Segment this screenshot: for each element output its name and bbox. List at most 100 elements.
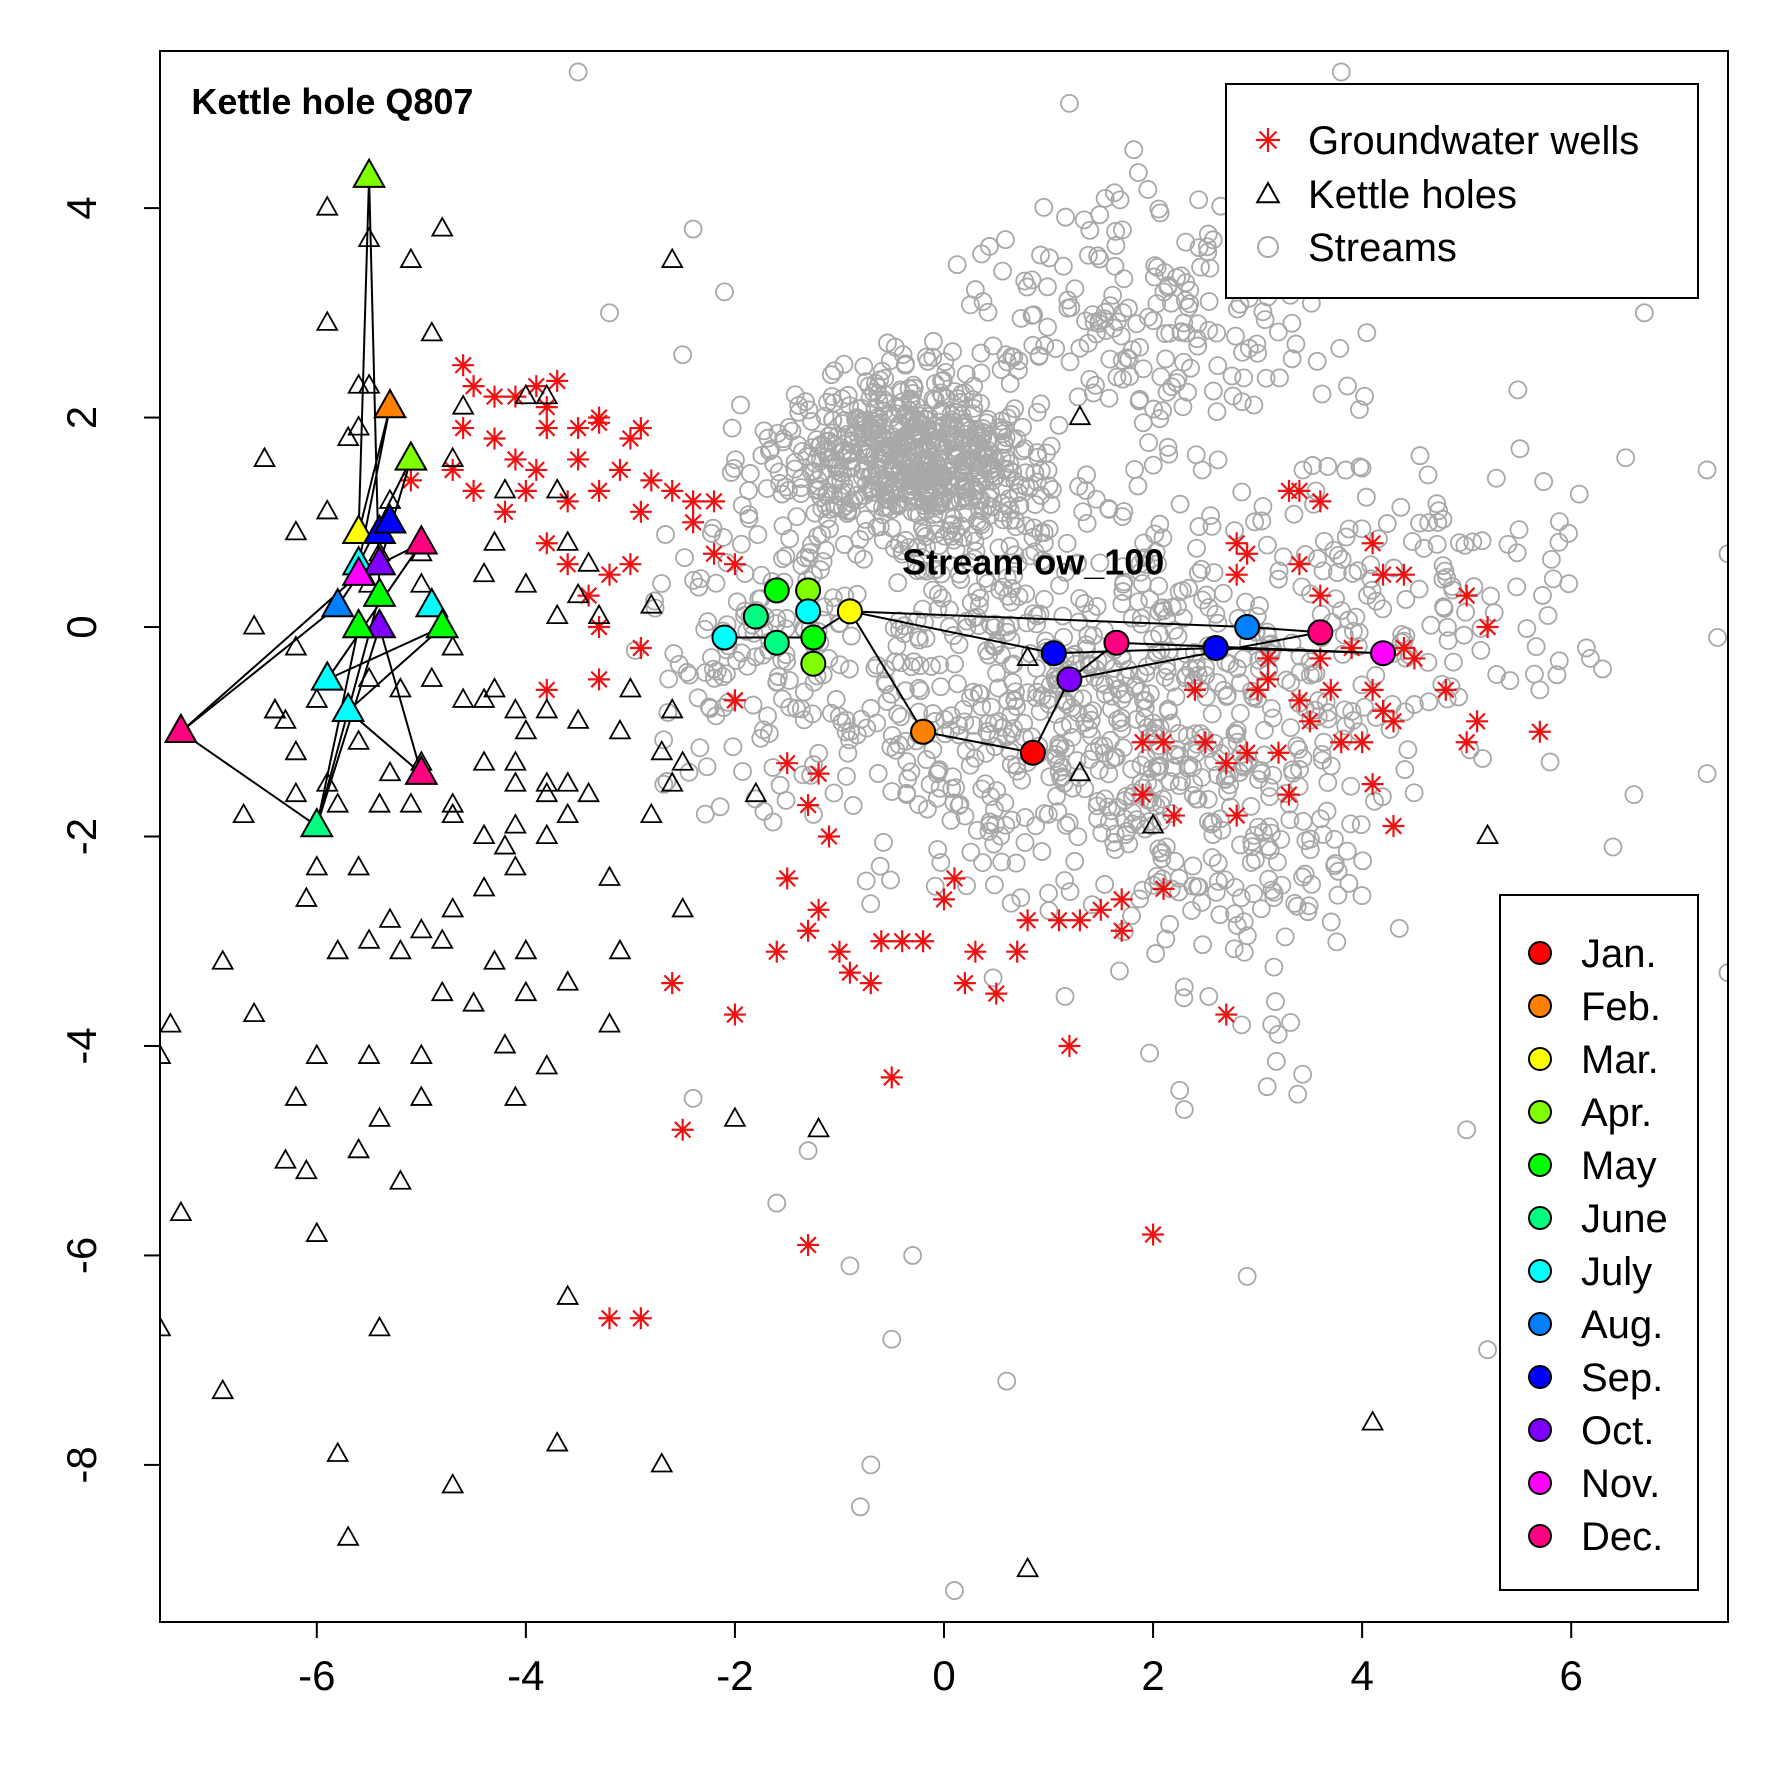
stream-point [892, 544, 912, 564]
stream-ow-100-point [1234, 614, 1261, 641]
stream-point [1122, 340, 1142, 360]
y-tick-label: 0 [58, 615, 105, 638]
stream-point [901, 762, 921, 782]
stream-point [1056, 207, 1075, 227]
stream-point [1160, 772, 1180, 791]
stream-point [1242, 837, 1262, 857]
stream-point [1173, 397, 1193, 417]
stream-point [673, 345, 693, 365]
kettle-hole-point [577, 781, 601, 803]
groundwater-well-point [1110, 919, 1133, 942]
stream-point [840, 659, 859, 679]
stream-point [876, 659, 895, 679]
stream-point [1074, 210, 1094, 230]
stream-point [1285, 893, 1305, 913]
kettle-hole-point [650, 739, 674, 761]
groundwater-well-point [535, 417, 558, 440]
stream-point [909, 678, 929, 698]
stream-point [1199, 987, 1219, 1006]
stream-point [888, 493, 907, 513]
stream-point [1435, 561, 1455, 581]
stream-point [753, 720, 773, 740]
stream-point [908, 627, 928, 647]
stream-point [976, 743, 996, 763]
stream-point [1295, 545, 1315, 564]
stream-point [1478, 1340, 1497, 1360]
stream-point [927, 788, 947, 808]
stream-point [1251, 899, 1271, 919]
stream-point [1159, 641, 1179, 661]
stream-point [870, 454, 890, 474]
kettle-hole-point [274, 1148, 297, 1169]
kettle-hole-point [242, 614, 266, 635]
stream-point [1113, 369, 1133, 389]
stream-point [731, 395, 750, 415]
stream-point [773, 516, 793, 536]
stream-point [1580, 648, 1600, 668]
stream-point [1312, 384, 1332, 404]
stream-point [1318, 773, 1338, 792]
stream-point [1000, 536, 1020, 556]
stream-point [733, 762, 752, 781]
stream-point [1338, 376, 1357, 396]
stream-point [695, 620, 715, 639]
stream-point [852, 398, 871, 418]
stream-point [1269, 561, 1289, 581]
kettle-hole-point [566, 708, 590, 729]
stream-point [945, 432, 965, 452]
groundwater-well-point [1006, 940, 1029, 963]
stream-point [1110, 961, 1129, 981]
stream-point [1198, 812, 1218, 832]
groundwater-well-point [1361, 678, 1384, 701]
groundwater-well-point [661, 972, 684, 995]
stream-point [1389, 918, 1409, 938]
stream-point [1257, 622, 1277, 642]
stream-point [1011, 888, 1031, 908]
stream-point [1366, 666, 1386, 685]
stream-point [897, 752, 917, 772]
stream-point [1250, 596, 1269, 616]
stream-point [1227, 658, 1247, 678]
stream-point [1153, 528, 1173, 548]
stream-point [931, 383, 951, 403]
stream-point [896, 731, 916, 751]
groundwater-well-point [1194, 731, 1217, 754]
stream-point [979, 488, 999, 508]
stream-point [1409, 579, 1429, 599]
stream-point [912, 548, 932, 567]
stream-point [773, 549, 792, 569]
stream-point [901, 462, 921, 482]
stream-point [1198, 789, 1218, 809]
stream-point [1114, 809, 1134, 828]
stream-point [856, 475, 876, 494]
stream-point [965, 280, 985, 299]
stream-point [1543, 569, 1563, 589]
legend-month-mar: Mar. [1581, 1038, 1659, 1082]
groundwater-well-point [807, 898, 830, 921]
stream-point [1135, 819, 1155, 839]
stream-point [1203, 825, 1223, 844]
kettle-hole-point [556, 970, 580, 991]
stream-point [931, 564, 951, 584]
stream-point [1207, 673, 1227, 693]
stream-point [1001, 404, 1021, 424]
stream-point [834, 535, 854, 554]
stream-point [973, 853, 993, 873]
stream-point [882, 1329, 902, 1349]
groundwater-well-point [567, 417, 590, 440]
stream-point [1069, 612, 1089, 632]
stream-point [1134, 548, 1154, 568]
stream-point [1167, 740, 1187, 759]
kettle-hole-q807-point [331, 691, 366, 723]
stream-point [1533, 586, 1552, 605]
stream-point [1193, 935, 1213, 955]
stream-point [1027, 606, 1047, 626]
groundwater-well-point [870, 930, 893, 953]
stream-point [929, 412, 948, 432]
stream-point [1169, 776, 1189, 796]
stream-point [645, 591, 664, 611]
stream-point [1186, 653, 1206, 673]
legend-month-oct: Oct. [1581, 1409, 1654, 1453]
stream-point [1149, 576, 1169, 596]
kettle-hole-point [357, 928, 381, 949]
